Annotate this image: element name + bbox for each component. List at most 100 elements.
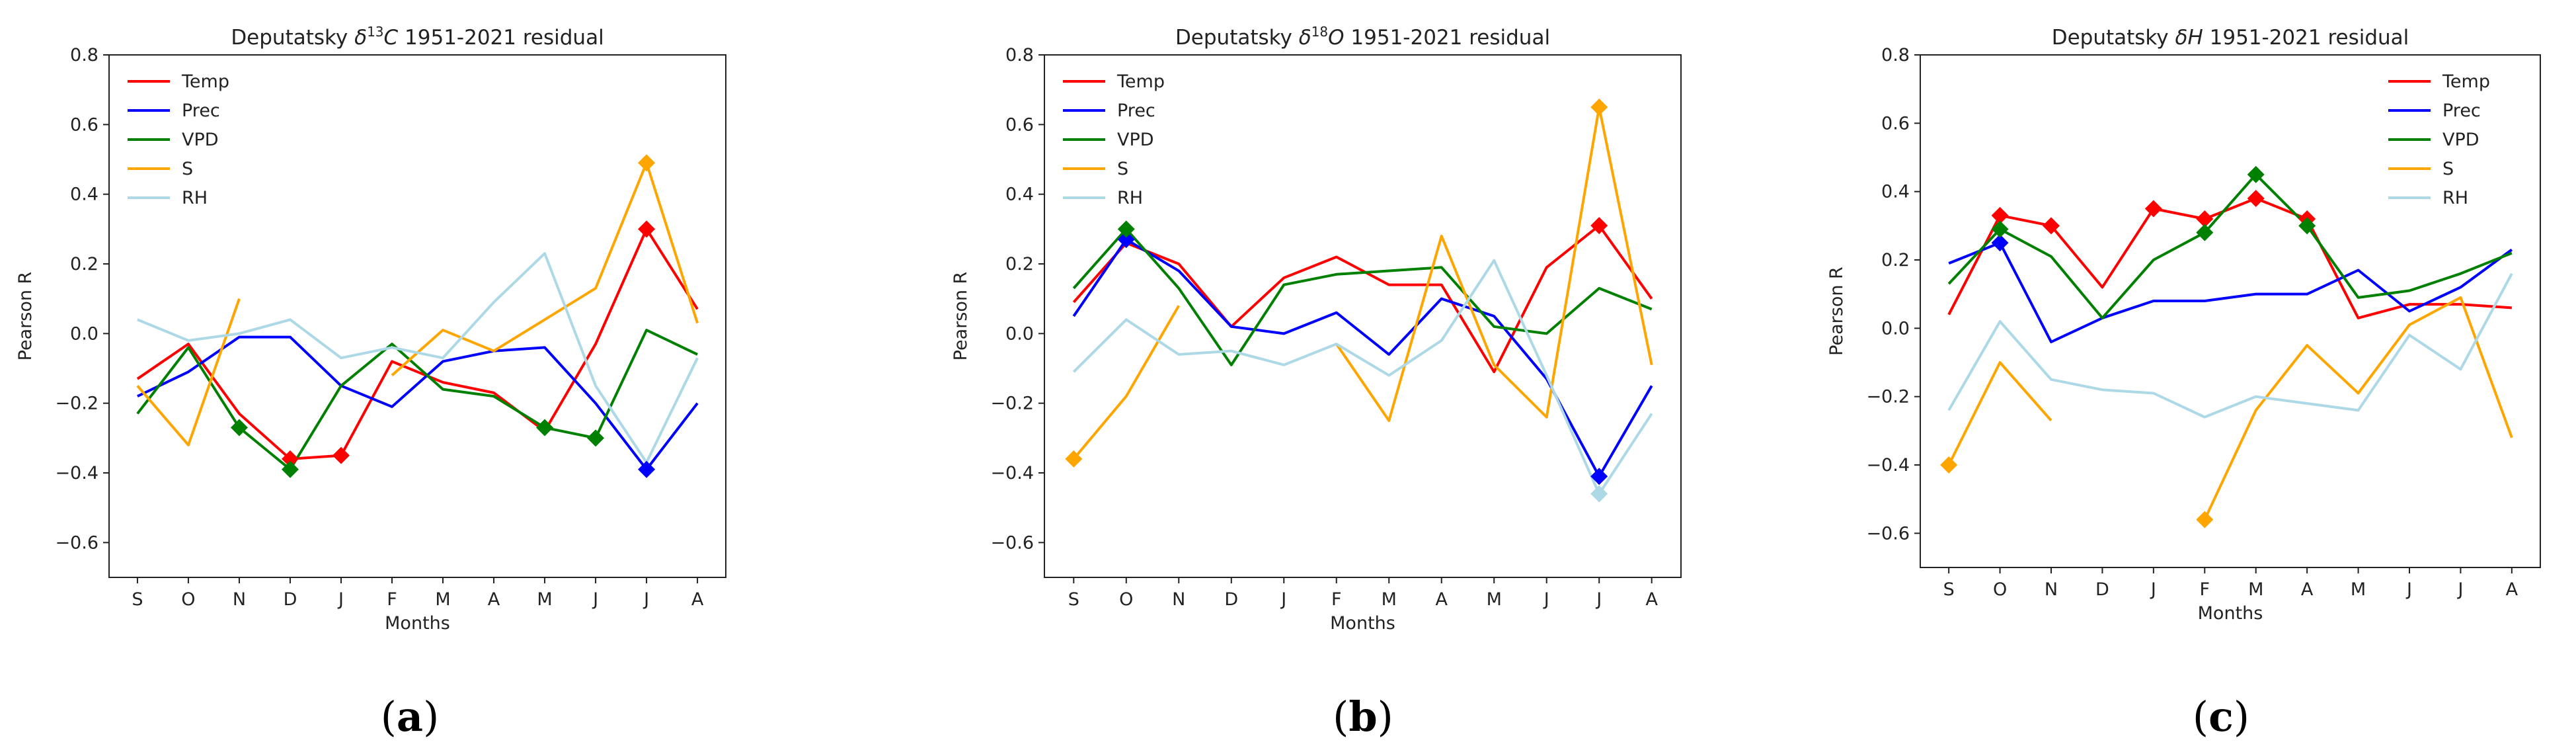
x-tick-label: M [1487, 589, 1502, 610]
legend-label-prec: Prec [182, 101, 220, 121]
y-axis-label: Pearson R [15, 272, 36, 361]
y-tick-label: −0.2 [990, 394, 1034, 414]
x-tick-label: A [1435, 589, 1448, 610]
x-tick-label: D [2095, 579, 2109, 600]
chart-title: Deputatsky δ18O 1951-2021 residual [1175, 24, 1550, 50]
significance-marker-s [2196, 511, 2214, 528]
series-line-temp [1072, 224, 1653, 374]
x-tick-label: O [181, 589, 195, 610]
significance-marker-prec [1117, 231, 1135, 249]
significance-marker-prec [638, 460, 656, 478]
panel-caption-a: (a) [381, 692, 440, 741]
significance-marker-s [638, 154, 656, 172]
series-line-s [391, 161, 699, 377]
significance-marker-vpd [1991, 220, 2009, 238]
significance-marker-vpd [2298, 217, 2316, 235]
series-line-prec [137, 335, 699, 471]
y-tick-label: −0.4 [1866, 455, 1910, 476]
legend-label-prec: Prec [1117, 101, 1155, 121]
significance-marker-vpd [230, 419, 248, 437]
significance-marker-temp [1991, 206, 2009, 224]
y-tick-label: 0.8 [70, 45, 98, 65]
legend-label-s: S [182, 159, 193, 179]
y-tick-label: −0.6 [55, 532, 98, 553]
chart-title: Deputatsky δH 1951-2021 residual [2052, 26, 2409, 50]
significance-marker-prec [1590, 468, 1608, 485]
legend-label-rh: RH [1117, 188, 1143, 208]
legend-label-vpd: VPD [2442, 130, 2479, 150]
x-tick-label: J [2456, 579, 2463, 600]
y-tick-label: 0.0 [70, 323, 98, 344]
series-line-s [136, 298, 241, 446]
y-tick-label: 0.2 [1881, 250, 1910, 271]
x-tick-label: A [1645, 589, 1658, 610]
panel-caption-b: (b) [1333, 692, 1393, 741]
y-tick-label: 0.8 [1881, 45, 1910, 65]
significance-marker-rh [1590, 485, 1608, 503]
x-tick-label: N [1172, 589, 1185, 610]
x-tick-label: F [1331, 589, 1342, 610]
plot-frame [1920, 54, 2541, 568]
significance-marker-prec [1991, 234, 2009, 252]
legend-label-vpd: VPD [1117, 130, 1154, 150]
series-line-vpd [1947, 173, 2513, 319]
legend-label-prec: Prec [2442, 101, 2481, 121]
x-tick-label: F [387, 589, 397, 610]
x-tick-label: N [233, 589, 246, 610]
x-tick-label: M [435, 589, 450, 610]
x-tick-label: J [1595, 589, 1602, 610]
series-line-vpd [136, 329, 698, 471]
y-tick-label: −0.6 [990, 532, 1034, 553]
y-tick-label: −0.2 [55, 394, 98, 414]
significance-marker-s [1590, 99, 1608, 116]
significance-marker-temp [2043, 217, 2060, 235]
x-tick-label: J [2405, 579, 2412, 600]
chart-panel-a: Deputatsky δ13C 1951-2021 residual −0.6 −0… [15, 24, 726, 634]
legend-label-s: S [2442, 159, 2454, 179]
y-tick-label: 0.6 [1881, 113, 1910, 134]
significance-marker-temp [1590, 217, 1608, 235]
x-tick-label: S [1068, 589, 1079, 610]
panel-caption-c: (c) [2193, 692, 2249, 741]
significance-marker-vpd [1117, 220, 1135, 238]
series-line-prec [1948, 241, 2513, 343]
x-tick-label: M [1382, 589, 1397, 610]
x-tick-label: M [537, 589, 552, 610]
series-line-rh [1947, 272, 2513, 419]
x-tick-label: F [2200, 579, 2210, 600]
x-axis-label: Months [2198, 603, 2263, 624]
x-tick-label: N [2045, 579, 2058, 600]
series-line-rh [137, 252, 699, 464]
x-tick-label: S [132, 589, 143, 610]
series-line-s [2203, 296, 2513, 521]
y-tick-label: 0.2 [1005, 254, 1034, 274]
significance-marker-vpd [2196, 224, 2214, 241]
x-tick-label: O [1119, 589, 1133, 610]
x-tick-label: J [1543, 589, 1549, 610]
y-tick-label: 0.0 [1881, 318, 1910, 339]
legend-label-temp: Temp [1116, 71, 1165, 92]
series-line-rh [1072, 259, 1653, 495]
significance-marker-vpd [587, 429, 605, 447]
y-tick-label: −0.6 [1866, 523, 1910, 544]
y-tick-label: 0.8 [1005, 45, 1034, 65]
x-tick-label: O [1993, 579, 2007, 600]
legend-label-s: S [1117, 159, 1128, 179]
significance-marker-s [1940, 456, 1958, 474]
x-tick-label: A [488, 589, 500, 610]
significance-marker-vpd [281, 460, 299, 478]
series-line-s [1947, 361, 2052, 466]
legend-label-vpd: VPD [182, 130, 219, 150]
significance-marker-temp [281, 450, 299, 468]
chart-panel-c: Deputatsky δH 1951-2021 residual −0.6 −0.4… [1826, 26, 2541, 624]
x-tick-label: A [691, 589, 704, 610]
x-axis-label: Months [1330, 613, 1395, 634]
x-tick-label: M [2351, 579, 2366, 600]
series-line-prec [1072, 238, 1653, 478]
y-tick-label: −0.4 [55, 463, 98, 483]
x-tick-label: D [284, 589, 297, 610]
chart-panel-b: Deputatsky δ18O 1951-2021 residual −0.6 −0… [951, 24, 1682, 634]
legend-label-rh: RH [2442, 188, 2468, 208]
x-tick-label: J [337, 589, 344, 610]
y-axis-label: Pearson R [951, 272, 971, 361]
